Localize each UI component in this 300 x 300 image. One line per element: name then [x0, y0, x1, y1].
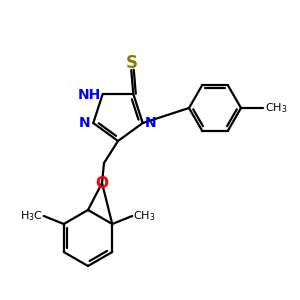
- Text: CH$_3$: CH$_3$: [133, 209, 156, 223]
- Text: N: N: [145, 116, 156, 130]
- Text: H$_3$C: H$_3$C: [20, 209, 43, 223]
- Text: O: O: [95, 176, 109, 190]
- Text: NH: NH: [77, 88, 101, 102]
- Text: CH$_3$: CH$_3$: [265, 101, 287, 115]
- Text: S: S: [125, 54, 137, 72]
- Text: N: N: [79, 116, 90, 130]
